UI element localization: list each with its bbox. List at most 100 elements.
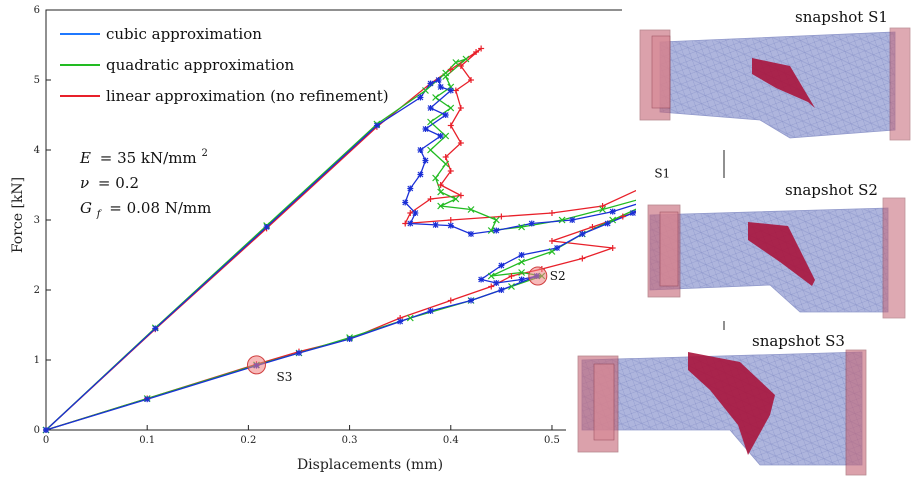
legend: cubic approximation quadratic approximati… <box>60 25 389 105</box>
param-nu-symbol: ν <box>80 174 89 192</box>
data-point <box>554 245 561 251</box>
snapshot-s3-left-support-inner <box>593 363 615 441</box>
snapshot-marker-s2 <box>528 266 548 286</box>
data-point <box>467 206 475 213</box>
data-point <box>548 238 555 244</box>
data-point <box>619 213 626 220</box>
data-point <box>498 262 505 269</box>
markers-layer <box>42 45 703 434</box>
data-point <box>493 227 500 234</box>
data-point <box>442 73 450 80</box>
snapshot-point-label: S2 <box>550 269 566 283</box>
data-point <box>447 104 455 112</box>
data-point <box>432 94 440 101</box>
data-point <box>487 272 495 280</box>
snapshot-s2-label: snapshot S2 <box>785 181 878 199</box>
data-point <box>473 49 480 55</box>
legend-entry: cubic approximation <box>60 25 262 43</box>
data-point <box>487 227 495 234</box>
material-parameters: E = 35 kN/mm 2 ν = 0.2 G f = 0.08 N/mm <box>79 148 211 221</box>
y-tick-label: 1 <box>34 355 40 366</box>
param-G: G f = 0.08 N/mm <box>80 199 211 221</box>
snapshot-s1-right-support <box>889 27 911 141</box>
x-axis-title: Displacements (mm) <box>297 457 443 473</box>
y-tick-label: 0 <box>34 425 40 436</box>
data-point <box>508 273 515 279</box>
data-point <box>447 297 454 304</box>
snapshot-s3-label: snapshot S3 <box>752 332 845 350</box>
data-point <box>447 222 454 229</box>
snapshot-marker-s3 <box>246 355 266 375</box>
data-point <box>442 160 450 168</box>
data-point <box>402 199 409 206</box>
legend-entry: quadratic approximation <box>60 56 295 74</box>
data-point <box>548 248 556 255</box>
data-point <box>457 63 464 69</box>
data-point <box>452 59 460 66</box>
data-point <box>518 223 526 231</box>
data-point <box>407 185 414 192</box>
data-point <box>427 118 434 126</box>
snapshot-s2-right-support <box>882 197 906 319</box>
x-tick-label: 0 <box>43 435 49 446</box>
y-tick-label: 5 <box>34 75 40 86</box>
data-point <box>447 168 454 174</box>
x-tick-label: 0.2 <box>240 435 256 446</box>
data-point <box>437 84 444 90</box>
data-point <box>447 122 454 129</box>
data-point <box>263 224 270 230</box>
data-point <box>629 210 636 216</box>
data-point <box>437 188 445 196</box>
data-point <box>569 217 576 223</box>
data-point <box>435 77 442 83</box>
data-point <box>558 216 566 224</box>
data-point <box>518 269 526 276</box>
data-point <box>437 182 444 188</box>
param-E: E = 35 kN/mm 2 <box>79 148 208 167</box>
data-point <box>447 217 454 223</box>
data-point <box>417 147 424 153</box>
y-tick-label: 6 <box>34 5 40 16</box>
x-tick-label: 0.3 <box>342 435 358 446</box>
data-point <box>406 314 414 322</box>
data-point <box>397 318 404 325</box>
data-point <box>43 427 49 433</box>
x-tick-label: 0.1 <box>139 435 155 446</box>
data-point <box>599 203 606 209</box>
data-point <box>427 80 434 87</box>
legend-label: linear approximation (no refinement) <box>106 87 389 105</box>
snapshot-s3-crack <box>688 352 775 455</box>
data-point <box>417 94 424 101</box>
data-point <box>478 276 485 283</box>
y-axis-title: Force [kN] <box>10 177 26 253</box>
data-point <box>432 221 439 228</box>
x-tick-label: 0.4 <box>443 435 459 446</box>
y-tick-label: 2 <box>34 285 40 296</box>
data-point <box>518 252 525 258</box>
data-point <box>518 258 526 266</box>
data-point <box>609 216 617 224</box>
data-point <box>373 122 380 129</box>
data-point <box>599 206 606 213</box>
data-point <box>457 105 464 111</box>
data-point <box>447 87 454 94</box>
snapshot-s1-crack <box>752 58 815 108</box>
data-point <box>579 231 586 237</box>
snapshot-s3-right-support <box>845 349 867 476</box>
data-point <box>493 280 500 286</box>
param-nu-value: = 0.2 <box>98 174 139 192</box>
data-point <box>427 146 434 154</box>
data-point <box>457 192 464 199</box>
data-point <box>468 77 475 83</box>
data-point <box>417 171 424 178</box>
snapshot-point-label: S1 <box>654 166 670 180</box>
param-E-exponent: 2 <box>201 148 207 159</box>
data-point <box>609 208 616 215</box>
snapshot-s3: snapshot S3 <box>566 330 911 479</box>
data-point <box>604 220 611 227</box>
snapshot-s1-label: snapshot S1 <box>795 8 888 26</box>
data-point <box>492 216 500 224</box>
param-E-symbol: E <box>79 149 91 167</box>
x-tick-label: 0.5 <box>544 435 560 446</box>
